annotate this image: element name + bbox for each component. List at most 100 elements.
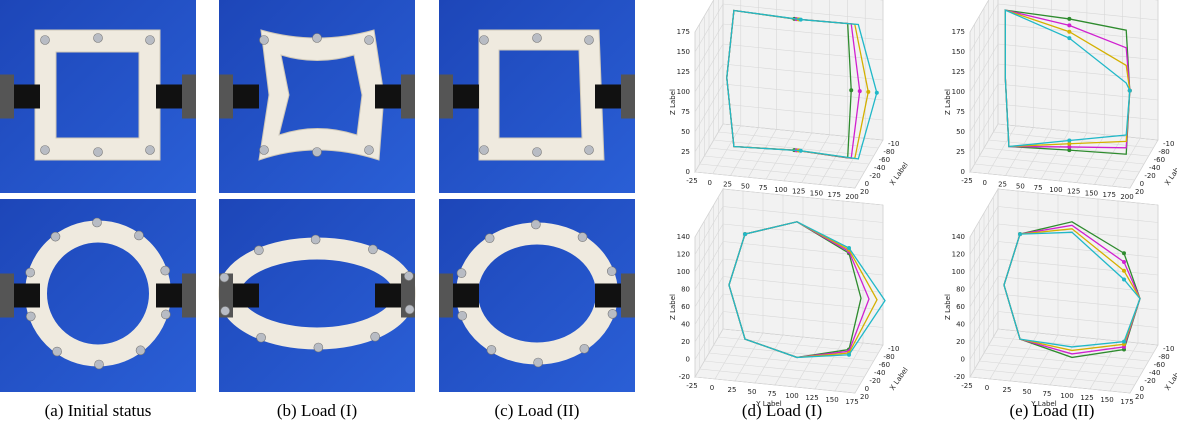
- grid-line: [722, 293, 884, 311]
- grid-line: [704, 360, 865, 378]
- grid-line: [997, 63, 1159, 81]
- x-tick-label: 20: [1135, 188, 1144, 196]
- x-tick-label: -60: [879, 361, 890, 369]
- marker-ball: [161, 309, 171, 320]
- y-tick-label: 175: [845, 398, 858, 406]
- grid-line: [997, 23, 1159, 41]
- gripper-mount: [439, 273, 453, 318]
- marker-ball: [479, 145, 489, 155]
- y-tick-label: 100: [1049, 186, 1062, 194]
- grid-line: [722, 3, 884, 21]
- shape-point: [1018, 232, 1022, 237]
- y-tick-label: 50: [748, 388, 757, 396]
- marker-ball: [479, 35, 489, 45]
- y-axis-label: Y Label: [1030, 400, 1056, 408]
- gripper-mount: [219, 74, 233, 119]
- y-tick-label: 75: [768, 390, 777, 398]
- y-tick-label: 50: [741, 182, 750, 190]
- shape-point: [849, 88, 854, 93]
- x-tick-label: -10: [1163, 140, 1174, 148]
- y-tick-label: 25: [728, 386, 737, 394]
- z-tick-label: 125: [952, 68, 965, 76]
- marker-ball: [456, 268, 467, 278]
- marker-ball: [160, 265, 171, 276]
- grid-line: [699, 163, 860, 181]
- marker-ball: [606, 266, 617, 277]
- marker-ball: [404, 271, 414, 281]
- marker-ball: [486, 345, 497, 355]
- marker-ball: [92, 217, 102, 228]
- y-tick-label: 100: [1060, 392, 1073, 400]
- shape-point: [1067, 16, 1072, 21]
- caption: (c) Load (II): [495, 401, 580, 420]
- z-axis-label: Z Label: [669, 294, 677, 320]
- grid-line: [722, 63, 884, 81]
- grid-line: [722, 83, 884, 101]
- shape-point: [1122, 277, 1126, 282]
- y-tick-label: 25: [723, 181, 732, 189]
- marker-ball: [404, 304, 415, 315]
- grid-line: [997, 188, 1159, 206]
- x-axis-label: X Label: [888, 366, 909, 392]
- grid-line: [969, 376, 1131, 394]
- z-tick-label: 175: [952, 28, 965, 36]
- marker-ball: [364, 145, 374, 155]
- z-tick-label: 50: [956, 128, 965, 136]
- grid-line: [722, 123, 884, 141]
- shape-point: [1067, 138, 1072, 143]
- grid-line: [722, 23, 884, 41]
- z-tick-label: 75: [681, 108, 690, 116]
- grid-line: [722, 223, 884, 241]
- marker-ball: [134, 230, 144, 241]
- grid-line: [708, 147, 870, 165]
- z-tick-label: 20: [681, 338, 690, 346]
- shape-curve: [728, 221, 886, 359]
- y-tick-label: 0: [985, 384, 989, 392]
- marker-ball: [52, 346, 62, 357]
- gripper-mount: [621, 74, 635, 119]
- gripper-mount: [401, 74, 415, 119]
- grid-line: [997, 123, 1159, 141]
- y-tick-label: 125: [1067, 188, 1080, 196]
- y-tick-label: 75: [1034, 184, 1043, 192]
- x-tick-label: -40: [1149, 369, 1160, 377]
- z-tick-label: 0: [686, 168, 690, 176]
- z-tick-label: 0: [961, 168, 965, 176]
- grid-line: [997, 241, 1159, 258]
- marker-ball: [135, 345, 146, 356]
- x-tick-label: -60: [1154, 156, 1165, 164]
- z-tick-label: 25: [681, 148, 690, 156]
- z-tick-label: -20: [954, 373, 965, 381]
- y-tick-label: 150: [1100, 396, 1113, 404]
- grid-line: [722, 276, 884, 293]
- z-axis-label: Z Label: [944, 89, 952, 115]
- grid-line: [722, 258, 884, 276]
- z-tick-label: 125: [677, 68, 690, 76]
- y-tick-label: -25: [961, 177, 972, 185]
- grid-line: [713, 139, 874, 157]
- shape-point: [847, 352, 851, 357]
- shape-point: [1122, 339, 1126, 344]
- x-tick-label: -10: [888, 140, 899, 148]
- z-tick-label: 150: [677, 48, 690, 56]
- x-tick-label: -80: [883, 353, 894, 361]
- marker-ball: [145, 35, 155, 45]
- grid-line: [997, 103, 1159, 121]
- z-tick-label: 175: [677, 28, 690, 36]
- x-tick-label: 0: [865, 180, 869, 188]
- caption: (b) Load (I): [277, 401, 357, 420]
- shape-point: [1067, 29, 1072, 34]
- y-tick-label: 25: [1003, 386, 1012, 394]
- shape-point: [1127, 88, 1132, 93]
- x-tick-label: -20: [1144, 172, 1155, 180]
- marker-ball: [584, 35, 594, 45]
- y-tick-label: 150: [1085, 189, 1098, 197]
- x-tick-label: -20: [869, 377, 880, 385]
- marker-ball: [40, 145, 50, 155]
- grid-line: [979, 155, 1140, 173]
- x-tick-label: -10: [888, 345, 899, 353]
- marker-ball: [457, 310, 468, 321]
- z-tick-label: 100: [677, 268, 690, 276]
- gripper-mount: [439, 74, 453, 119]
- marker-ball: [484, 233, 495, 244]
